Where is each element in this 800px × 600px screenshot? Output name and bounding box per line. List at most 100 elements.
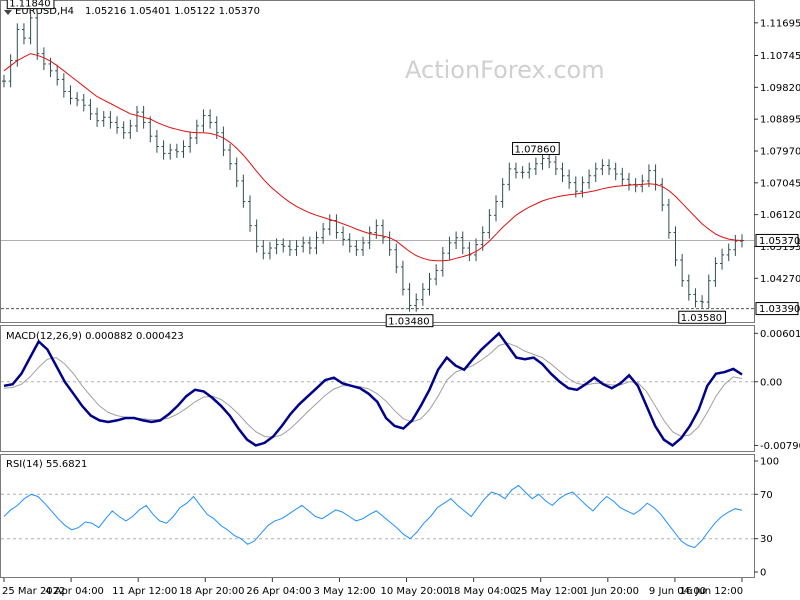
rsi-title: RSI(14) 55.6821: [6, 459, 87, 470]
price-bar: [580, 176, 585, 198]
price-tick-label: 1.04270: [760, 274, 800, 285]
price-bar: [374, 219, 379, 239]
price-bar: [28, 11, 33, 45]
price-bar: [553, 155, 558, 176]
price-bar: [460, 231, 465, 255]
price-annotation-box: [512, 142, 560, 156]
price-bar: [740, 234, 744, 248]
price-bar: [560, 162, 565, 182]
price-bar: [115, 116, 120, 134]
price-bar: [181, 140, 186, 158]
rsi-layer: [3, 484, 743, 549]
current-price-box: [755, 233, 799, 247]
price-bar: [361, 236, 366, 256]
x-tick-label: 25 May 12:00: [515, 586, 584, 597]
price-bar: [314, 231, 319, 255]
marked-low-box: [755, 302, 799, 316]
price-bar: [95, 107, 100, 127]
ma-layer: [3, 53, 743, 262]
price-bar: [148, 116, 153, 143]
price-bar: [380, 219, 385, 244]
price-bar: [121, 121, 126, 139]
macd-title: MACD(12,26,9) 0.000882 0.000423: [6, 331, 184, 342]
price-bar: [248, 195, 252, 232]
price-tick-label: 1.10745: [760, 51, 800, 62]
price-tick-label: 1.11695: [760, 18, 800, 29]
price-bar: [341, 226, 346, 246]
price-bar: [161, 140, 166, 160]
price-bar: [447, 236, 452, 260]
price-bar: [88, 99, 93, 121]
rsi-tick-label: 30: [760, 534, 773, 545]
price-bar: [434, 264, 439, 286]
price-bar: [301, 236, 306, 253]
price-bar: [733, 234, 738, 256]
x-tick-label: 25 Mar 2022: [2, 586, 65, 597]
x-tick-label: 9 Jun 04:00: [649, 586, 706, 597]
price-bar: [680, 253, 685, 287]
price-bar: [154, 130, 159, 153]
macd-tick-label: 0.006012: [760, 329, 800, 340]
rsi-panel: [0, 454, 755, 578]
price-panel: [0, 0, 755, 323]
ohlc-readout: 1.05216 1.05401 1.05122 1.05370: [85, 6, 260, 17]
price-tick-label: 1.09820: [760, 83, 800, 94]
rsi-line: [3, 484, 743, 549]
price-bar: [520, 166, 525, 179]
price-annotation: 1.07860: [515, 145, 556, 156]
header-icon: [4, 10, 12, 15]
axis-layer: 1.11695 1.10745 1.09820 1.08895 1.07970 1.070…: [2, 18, 800, 597]
price-bar: [35, 11, 40, 60]
watermark: ActionForex.com: [405, 56, 605, 84]
moving-average-line: [3, 53, 743, 262]
price-bar: [640, 174, 645, 193]
x-tick-label: 1 Jun 20:00: [582, 586, 639, 597]
macd-layer: [3, 331, 743, 447]
price-bar: [567, 169, 572, 189]
price-layer: [2, 11, 744, 312]
price-bar: [2, 74, 6, 88]
rsi-tick-label: 100: [760, 457, 779, 468]
price-bar: [108, 111, 113, 129]
price-bar: [666, 198, 671, 239]
price-bar: [221, 126, 226, 157]
price-bar: [41, 47, 46, 71]
price-bar: [274, 238, 279, 255]
macd-tick-label: -0.007907: [760, 441, 800, 452]
price-bar: [693, 288, 698, 308]
price-bar: [626, 173, 631, 191]
price-bar: [706, 274, 711, 309]
price-bar: [613, 162, 618, 181]
price-bar: [294, 240, 299, 256]
price-annotation: 1.03480: [388, 317, 429, 328]
price-annotation-box: [385, 314, 434, 328]
price-bar: [68, 85, 73, 105]
price-bar: [620, 167, 625, 186]
price-bar: [354, 240, 359, 256]
price-bar: [607, 159, 612, 176]
price-bar: [500, 178, 505, 208]
price-bar: [400, 260, 405, 296]
price-bar: [587, 169, 592, 189]
price-bar: [713, 257, 718, 287]
x-tick-label: 18 Apr 20:00: [179, 586, 244, 597]
price-bar: [174, 143, 179, 158]
current-price-label: 1.05370: [759, 236, 800, 247]
price-bar: [201, 109, 206, 133]
price-bar: [686, 274, 691, 301]
price-bar: [600, 159, 605, 176]
price-bar: [540, 152, 545, 170]
price-bar: [234, 157, 239, 188]
price-bar: [394, 243, 399, 274]
price-bar: [81, 93, 86, 112]
price-bar: [494, 195, 498, 222]
price-bar: [720, 248, 725, 270]
price-bar: [134, 105, 139, 133]
price-bar: [61, 73, 66, 98]
price-bar: [454, 231, 459, 250]
rsi-tick-label: 70: [760, 490, 773, 501]
price-bar: [8, 54, 13, 88]
price-bar: [55, 64, 60, 86]
x-tick-label: 26 Apr 04:00: [246, 586, 311, 597]
